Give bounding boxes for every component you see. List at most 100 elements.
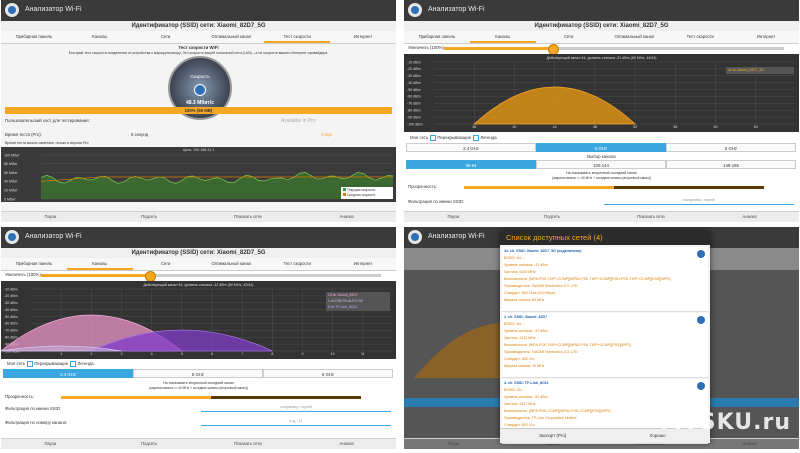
- legend-label: Легенда: [77, 361, 94, 367]
- tab-internet[interactable]: Интернет: [353, 261, 373, 266]
- overlap-checkbox[interactable]: [27, 361, 34, 367]
- band-6[interactable]: 6 GHz: [666, 143, 796, 152]
- tab-networks[interactable]: Сети: [160, 261, 171, 266]
- speed-legend: Текущая скорость Средняя скорость: [341, 187, 393, 199]
- transparency-label: Прозрачность:: [408, 184, 438, 189]
- tab-speed[interactable]: Тест скорости: [283, 261, 311, 266]
- channel-chart: Действующий канал 44, уровень сигнала -3…: [1, 281, 396, 359]
- zoom-slider[interactable]: [444, 44, 784, 55]
- analyze-button[interactable]: Анализ: [339, 441, 354, 446]
- y-tick-label: 80 Мбит: [4, 162, 18, 166]
- network-sec: Безопасность: [WPA-PSK-CCMP][WPA2-PSK-CC…: [504, 409, 611, 413]
- network-entry[interactable]: 44. ch. SSID: Xiaomi_82D7_5G (подключено…: [502, 247, 708, 312]
- bottom-bar: Пауза Подсеть Показать сети Анализ: [1, 211, 396, 222]
- show-networks-button[interactable]: Показать сети: [637, 214, 665, 219]
- filter-channel-input[interactable]: e.g.: 11: [201, 418, 391, 426]
- dialog-footer: Экспорт (Pro) Хорошо: [500, 428, 710, 443]
- band-24[interactable]: 2.4 GHz: [406, 143, 536, 152]
- tab-speed[interactable]: Тест скорости: [264, 31, 331, 43]
- app-logo-icon: [408, 230, 422, 244]
- show-networks-button[interactable]: Показать сети: [234, 441, 262, 446]
- wifi-icon: [697, 250, 705, 258]
- filter-ssid-label: Фильтрация по имени SSID:: [5, 406, 62, 411]
- legend-current: Текущая скорость: [346, 188, 376, 192]
- tab-internet[interactable]: Интернет: [756, 34, 776, 39]
- zoom-slider[interactable]: [41, 271, 381, 282]
- filter-ssid-label: Фильтрация по имени SSID:: [408, 199, 465, 204]
- x-tick-label: 4: [151, 352, 153, 356]
- ssid-header: Идентификатор (SSID) сети: Xiaomi_82D7_5…: [1, 248, 396, 258]
- subnet-button[interactable]: Подсеть: [544, 214, 561, 219]
- tab-channels[interactable]: Каналы: [66, 258, 133, 270]
- tab-optimal[interactable]: Оптимальный канал: [614, 34, 655, 39]
- show-networks-button[interactable]: Показать сети: [234, 214, 262, 219]
- pause-button[interactable]: Пауза: [44, 441, 57, 446]
- pause-button[interactable]: Пауза: [447, 441, 460, 446]
- tab-channels[interactable]: Каналы: [469, 31, 536, 43]
- analyze-button[interactable]: Анализ: [339, 214, 354, 219]
- x-tick-label: 9: [302, 352, 304, 356]
- export-button[interactable]: Экспорт (Pro): [538, 433, 567, 438]
- tab-optimal[interactable]: Оптимальный канал: [211, 34, 252, 39]
- transparency-slider[interactable]: [61, 396, 361, 399]
- network-level: Уровень сигнала: -31 dBm: [504, 263, 548, 267]
- tab-bar: Приборная панель Каналы Сети Оптимальный…: [404, 31, 799, 44]
- network-bssid: BSSID: 30:...: [504, 388, 525, 392]
- tab-internet[interactable]: Интернет: [353, 34, 373, 39]
- tab-networks[interactable]: Сети: [563, 34, 574, 39]
- legend-checkbox[interactable]: [70, 361, 77, 367]
- pause-button[interactable]: Пауза: [447, 214, 460, 219]
- tab-channels[interactable]: Каналы: [92, 34, 108, 39]
- network-vendor: Производитель: XIAOMI Electronics,CO.,LT…: [504, 284, 578, 288]
- group-100-144[interactable]: 100-144: [536, 160, 666, 169]
- network-freq: Частота: 5220 MHz: [504, 270, 536, 274]
- tab-dashboard[interactable]: Приборная панель: [418, 34, 456, 39]
- filter-ssid-input[interactable]: например: mywifi: [201, 404, 391, 412]
- filter-ssid-input[interactable]: например: mywifi: [604, 197, 794, 205]
- legend-item: 44 ch Xiaomi_82D7_5G: [728, 68, 765, 72]
- x-tick-label: 2: [90, 352, 92, 356]
- legend-item: 1 ch DIR-FN-AUTO-N9: [328, 299, 363, 303]
- y-tick-label: -100 dBm: [407, 122, 423, 126]
- group-149-165[interactable]: 149-165: [666, 160, 796, 169]
- y-tick-label: -70 dBm: [4, 329, 18, 333]
- band-6[interactable]: 6 GHz: [263, 369, 393, 378]
- x-tick-label: 64: [754, 125, 758, 129]
- dialog-title: Список доступных сетей (4): [500, 231, 710, 245]
- analyze-button[interactable]: Анализ: [742, 214, 757, 219]
- host-input[interactable]: Available in Pro: [281, 118, 316, 124]
- network-freq: Частота: 2427 MHz: [504, 402, 536, 406]
- legend-checkbox[interactable]: [473, 135, 480, 141]
- start-button[interactable]: Старт: [321, 132, 333, 137]
- y-tick-label: -40 dBm: [407, 81, 421, 85]
- band-24[interactable]: 2.4 GHz: [3, 369, 133, 378]
- analyze-button[interactable]: Анализ: [742, 441, 757, 446]
- overlap-checkbox[interactable]: [430, 135, 437, 141]
- x-tick-label: 36: [472, 125, 476, 129]
- group-36-64[interactable]: 36-64: [406, 160, 536, 169]
- zoom-label: Увеличить (100%): [408, 45, 444, 50]
- tab-dashboard[interactable]: Приборная панель: [15, 261, 53, 266]
- title-bar: Анализатор Wi-Fi: [1, 0, 396, 21]
- x-tick-label: 1: [60, 352, 62, 356]
- bottom-bar: Пауза Подсеть Показать сети Анализ: [404, 211, 799, 222]
- tab-speed[interactable]: Тест скорости: [686, 34, 714, 39]
- subnet-button[interactable]: Подсеть: [141, 214, 158, 219]
- tab-dashboard[interactable]: Приборная панель: [15, 34, 53, 39]
- pause-button[interactable]: Пауза: [44, 214, 57, 219]
- channel-legend: 44 ch Xiaomi_82D7_5G: [726, 67, 794, 74]
- subnet-button[interactable]: Подсеть: [141, 441, 158, 446]
- band-5[interactable]: 5 GHz: [133, 369, 263, 378]
- tab-optimal[interactable]: Оптимальный канал: [211, 261, 252, 266]
- overlap-label: Перекрывающие: [437, 135, 472, 141]
- band-5[interactable]: 5 GHz: [536, 143, 666, 152]
- chart-options: Моя сеть Перекрывающие Легенда: [410, 135, 497, 141]
- ok-button[interactable]: Хорошо: [649, 433, 666, 438]
- tab-networks[interactable]: Сети: [160, 34, 171, 39]
- channels-24ghz-screen: Анализатор Wi-Fi Идентификатор (SSID) се…: [1, 227, 396, 449]
- network-entry[interactable]: 1. ch. SSID: Xiaomi_82D7 BSSID: 64:... Уро…: [502, 313, 708, 378]
- transparency-slider[interactable]: [464, 186, 764, 189]
- x-tick-label: 10: [331, 352, 335, 356]
- hint2: (ширина канала >= 40 MHz + соседние кана…: [148, 386, 248, 390]
- y-tick-label: -80 dBm: [4, 336, 18, 340]
